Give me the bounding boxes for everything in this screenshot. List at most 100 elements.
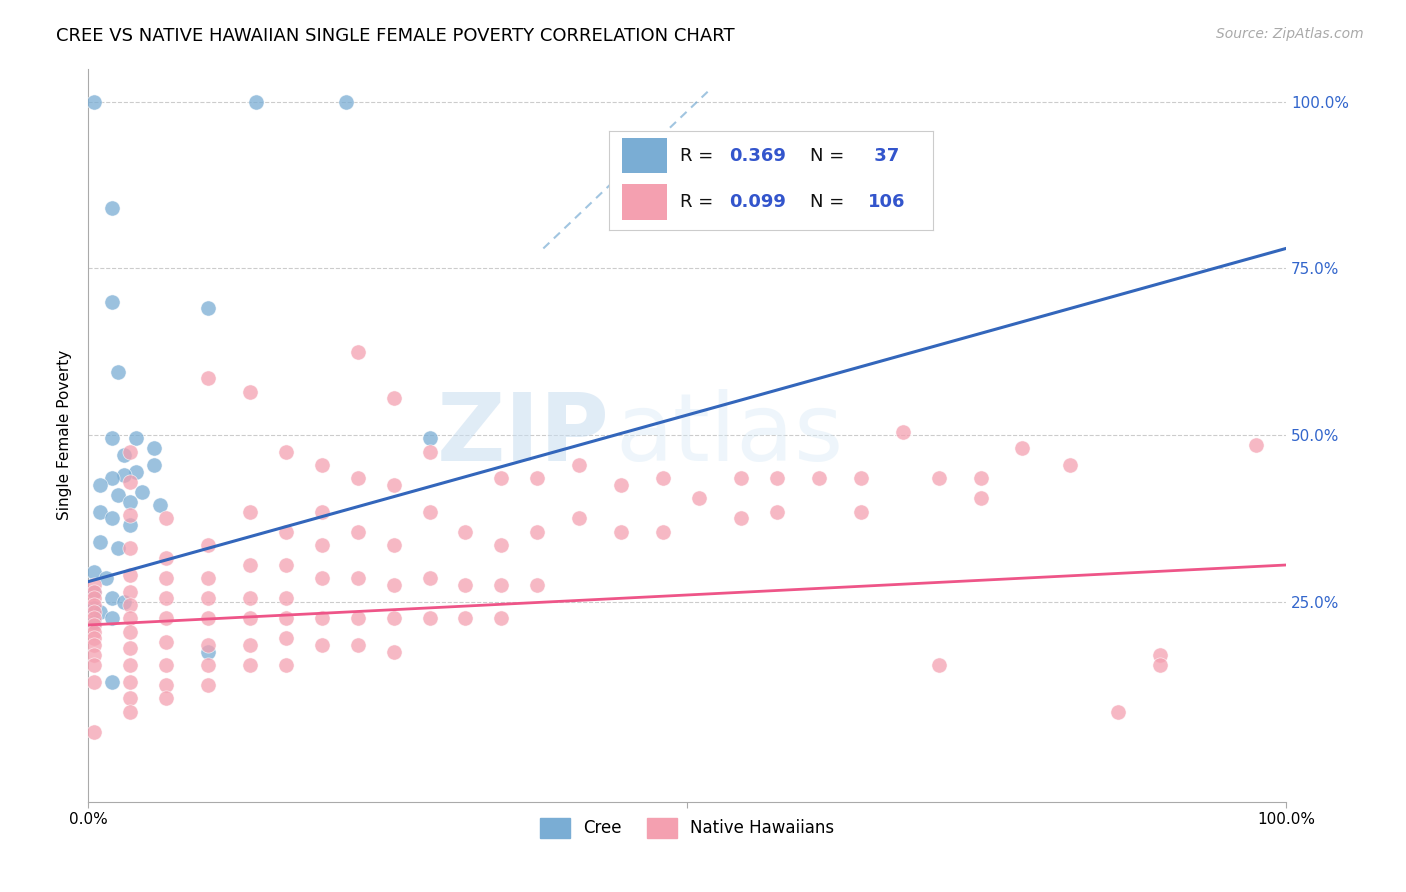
Point	[1149, 648, 1171, 662]
Text: Source: ZipAtlas.com: Source: ZipAtlas.com	[1216, 27, 1364, 41]
Point	[83, 565, 105, 579]
Point	[568, 511, 591, 525]
Point	[107, 365, 129, 379]
Point	[454, 578, 477, 592]
Point	[131, 484, 153, 499]
Point	[311, 458, 333, 472]
Point	[112, 448, 135, 462]
Point	[239, 384, 262, 399]
Point	[969, 471, 991, 485]
Point	[120, 674, 142, 689]
Point	[311, 571, 333, 585]
Point	[120, 475, 142, 489]
Point	[311, 538, 333, 552]
Point	[239, 558, 262, 572]
Text: CREE VS NATIVE HAWAIIAN SINGLE FEMALE POVERTY CORRELATION CHART: CREE VS NATIVE HAWAIIAN SINGLE FEMALE PO…	[56, 27, 735, 45]
Point	[239, 611, 262, 625]
Point	[849, 471, 872, 485]
Point	[83, 611, 105, 625]
Point	[418, 611, 440, 625]
Point	[766, 505, 789, 519]
Point	[83, 578, 105, 592]
Point	[311, 638, 333, 652]
Point	[454, 524, 477, 539]
Point	[730, 511, 752, 525]
Point	[83, 618, 105, 632]
Point	[83, 591, 105, 606]
Point	[89, 478, 111, 492]
Point	[491, 611, 513, 625]
Point	[101, 202, 124, 216]
Point	[346, 611, 368, 625]
Point	[155, 634, 177, 648]
Point	[83, 95, 105, 109]
Point	[568, 458, 591, 472]
Point	[197, 611, 219, 625]
Point	[418, 505, 440, 519]
Point	[125, 431, 148, 445]
Point	[83, 657, 105, 672]
Point	[83, 638, 105, 652]
Point	[730, 471, 752, 485]
Point	[83, 605, 105, 619]
Point	[83, 724, 105, 739]
Point	[274, 632, 297, 646]
Point	[197, 645, 219, 659]
Point	[101, 611, 124, 625]
Point	[83, 615, 105, 629]
Point	[155, 657, 177, 672]
Point	[382, 611, 405, 625]
Point	[155, 611, 177, 625]
Point	[83, 674, 105, 689]
Point	[83, 598, 105, 612]
Point	[491, 471, 513, 485]
Point	[107, 488, 129, 502]
Point	[382, 392, 405, 406]
Point	[120, 705, 142, 719]
Point	[143, 458, 166, 472]
Point	[239, 505, 262, 519]
Point	[245, 95, 267, 109]
Point	[849, 505, 872, 519]
Point	[928, 471, 950, 485]
Point	[197, 591, 219, 606]
Point	[239, 657, 262, 672]
Point	[120, 568, 142, 582]
Point	[274, 657, 297, 672]
Point	[418, 431, 440, 445]
Point	[83, 632, 105, 646]
Point	[101, 431, 124, 445]
Point	[197, 678, 219, 692]
Point	[418, 444, 440, 458]
Point	[491, 538, 513, 552]
Point	[101, 294, 124, 309]
Point	[766, 471, 789, 485]
Point	[89, 605, 111, 619]
Point	[155, 591, 177, 606]
Point	[382, 538, 405, 552]
Point	[120, 541, 142, 556]
Point	[155, 551, 177, 566]
Point	[274, 591, 297, 606]
Text: atlas: atlas	[616, 389, 844, 481]
Point	[1244, 438, 1267, 452]
Point	[120, 584, 142, 599]
Point	[83, 584, 105, 599]
Point	[107, 541, 129, 556]
Point	[891, 425, 914, 439]
Point	[346, 638, 368, 652]
Point	[382, 578, 405, 592]
Point	[688, 491, 710, 506]
Point	[239, 638, 262, 652]
Point	[155, 511, 177, 525]
Point	[143, 442, 166, 456]
Point	[101, 591, 124, 606]
Point	[610, 524, 633, 539]
Point	[335, 95, 357, 109]
Point	[652, 471, 675, 485]
Point	[311, 505, 333, 519]
Point	[120, 624, 142, 639]
Point	[197, 638, 219, 652]
Point	[149, 498, 172, 512]
Point	[346, 571, 368, 585]
